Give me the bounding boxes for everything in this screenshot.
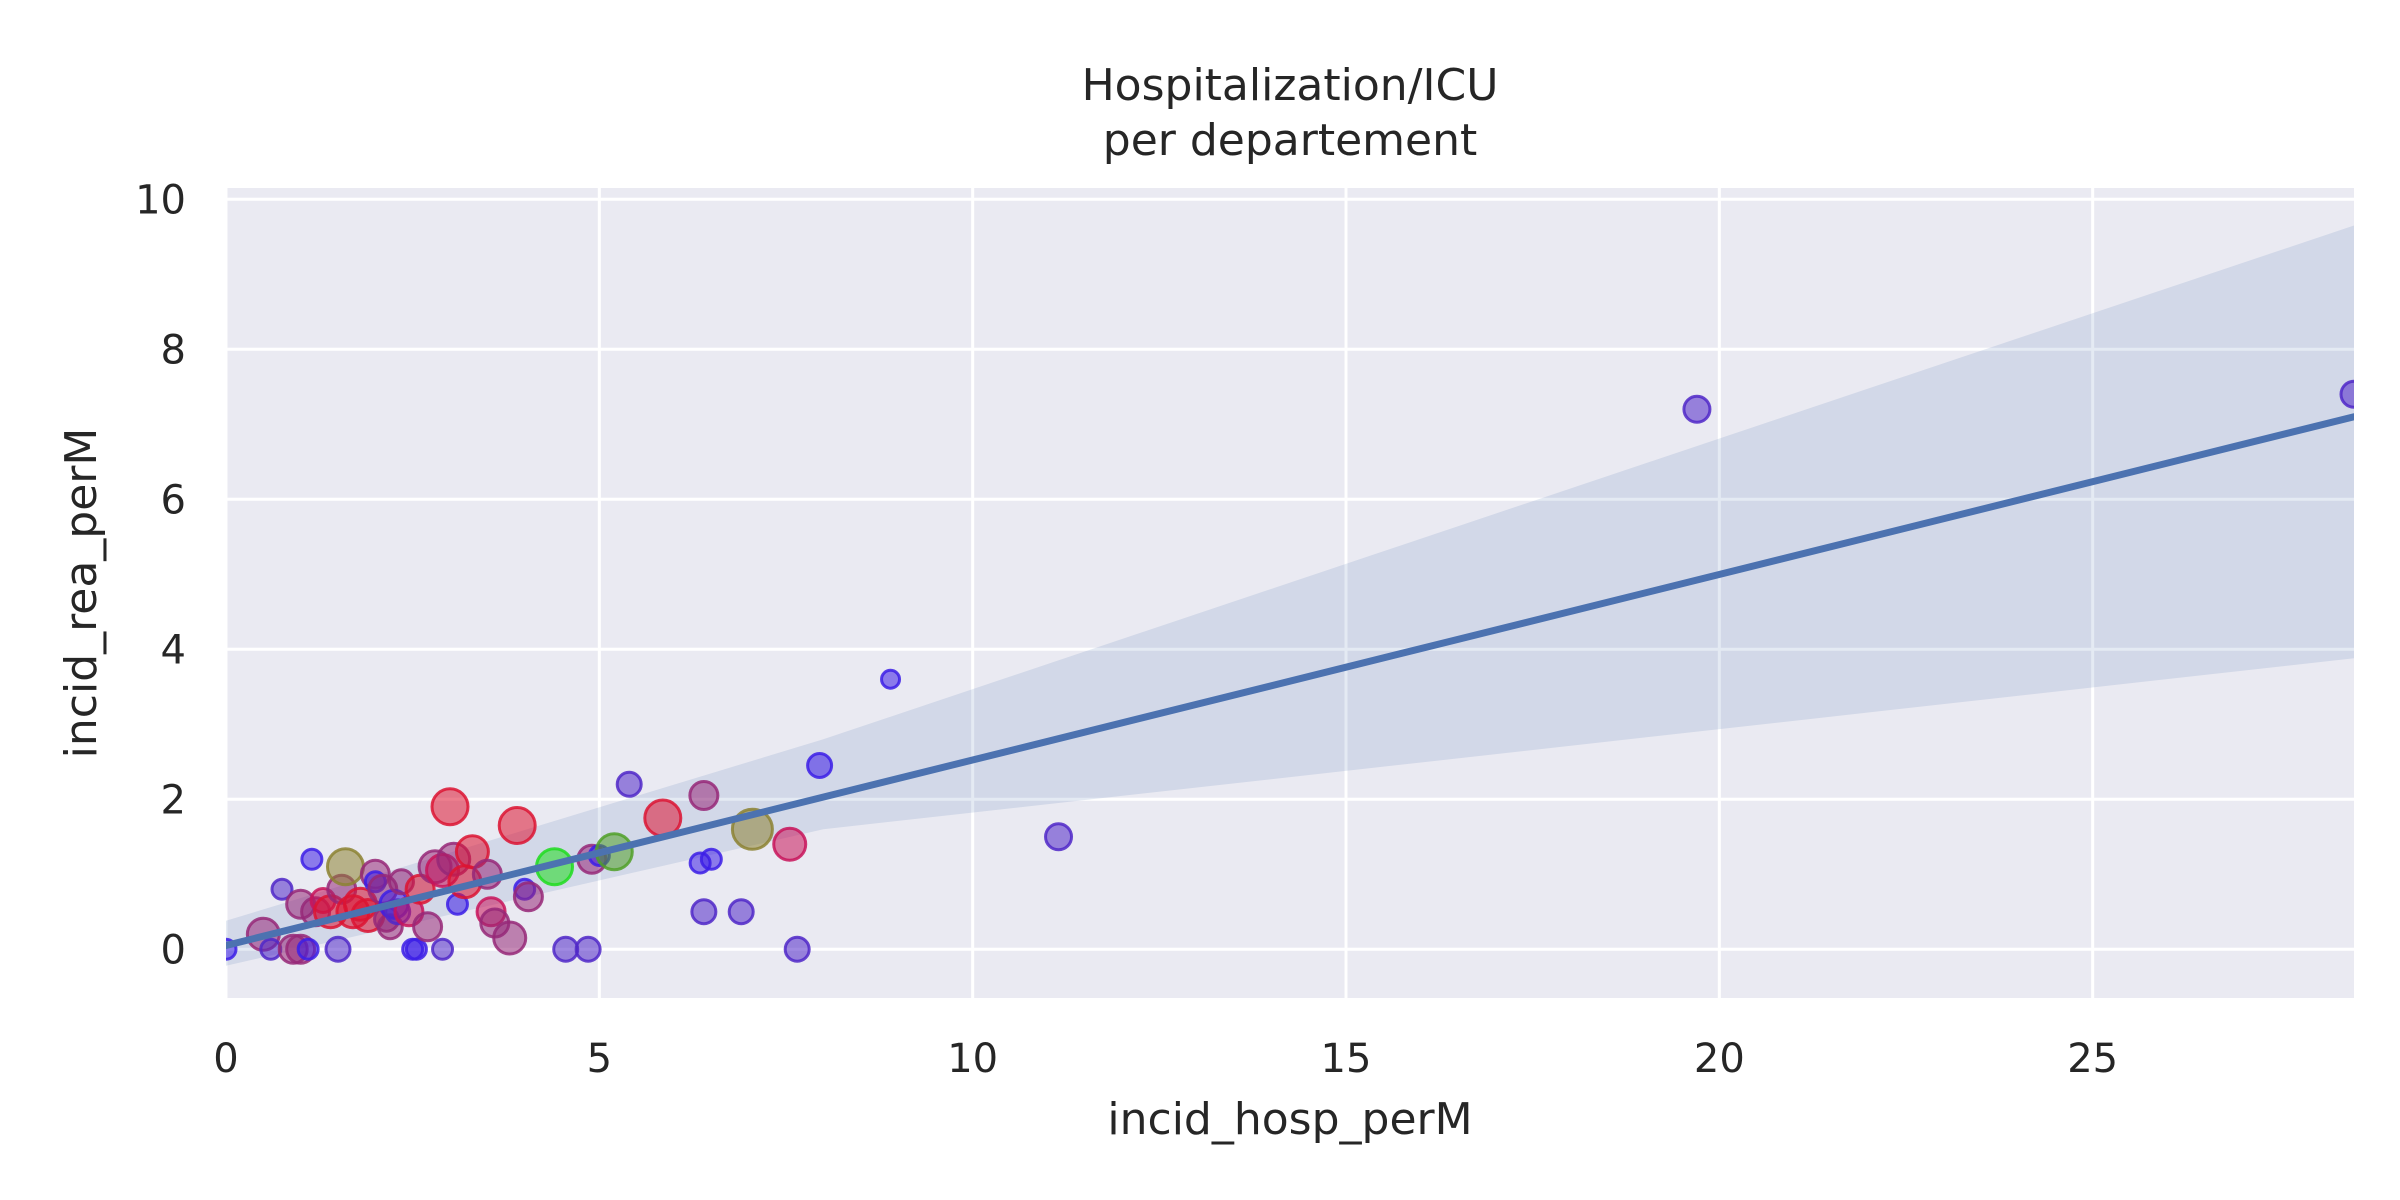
data-point-28 bbox=[404, 937, 428, 961]
x-tick-label-0: 0 bbox=[213, 1036, 238, 1082]
regression-line bbox=[226, 413, 2354, 949]
y-tick-label-0: 0 bbox=[161, 927, 186, 973]
y-tick-label-4: 8 bbox=[161, 327, 186, 373]
data-point-12 bbox=[324, 935, 352, 963]
data-point-60 bbox=[772, 826, 808, 862]
data-point-55 bbox=[690, 898, 718, 926]
data-point-42 bbox=[492, 920, 528, 956]
x-tick-label-2: 10 bbox=[947, 1036, 998, 1082]
regression-ci-band bbox=[226, 225, 2354, 966]
y-tick-label-3: 6 bbox=[161, 477, 186, 523]
data-point-34 bbox=[430, 787, 470, 827]
data-point-33 bbox=[431, 937, 455, 961]
grid-lines bbox=[224, 188, 2354, 998]
x-tick-label-5: 25 bbox=[2067, 1036, 2118, 1082]
data-point-30 bbox=[412, 911, 444, 943]
data-point-43 bbox=[497, 806, 537, 845]
x-tick-label-3: 15 bbox=[1321, 1036, 1372, 1082]
confidence-band bbox=[226, 225, 2354, 966]
y-tick-label-5: 10 bbox=[135, 177, 186, 223]
data-point-3 bbox=[270, 877, 294, 901]
data-point-8 bbox=[300, 847, 324, 871]
data-point-48 bbox=[574, 935, 602, 963]
x-tick-label-4: 20 bbox=[1694, 1036, 1745, 1082]
data-point-38 bbox=[454, 834, 490, 870]
data-point-65 bbox=[1682, 394, 1712, 424]
y-tick-label-2: 4 bbox=[161, 627, 186, 673]
y-axis-label: incid_rea_perM bbox=[56, 428, 107, 759]
regression-line-group bbox=[226, 413, 2354, 949]
data-point-62 bbox=[806, 752, 834, 779]
data-point-66 bbox=[2339, 379, 2354, 409]
data-point-57 bbox=[699, 847, 723, 871]
x-tick-labels: 0 5 10 15 20 25 bbox=[213, 1036, 2118, 1082]
x-tick-label-1: 5 bbox=[587, 1036, 612, 1082]
chart-title-line-1: Hospitalization/ICU bbox=[1082, 60, 1499, 111]
data-point-52 bbox=[615, 770, 643, 798]
y-tick-label-1: 2 bbox=[161, 777, 186, 823]
data-point-47 bbox=[552, 935, 580, 963]
data-point-45 bbox=[512, 881, 544, 913]
data-point-64 bbox=[1044, 822, 1074, 852]
chart-title-line-2: per departement bbox=[1103, 115, 1477, 166]
data-point-63 bbox=[880, 668, 902, 690]
x-axis-label: incid_hosp_perM bbox=[1107, 1094, 1472, 1145]
data-point-14 bbox=[325, 847, 365, 887]
data-point-61 bbox=[783, 935, 811, 963]
data-point-56 bbox=[688, 780, 720, 811]
y-tick-labels: 0 2 4 6 8 10 bbox=[135, 177, 186, 973]
data-point-58 bbox=[727, 898, 755, 926]
data-point-7 bbox=[296, 937, 320, 961]
